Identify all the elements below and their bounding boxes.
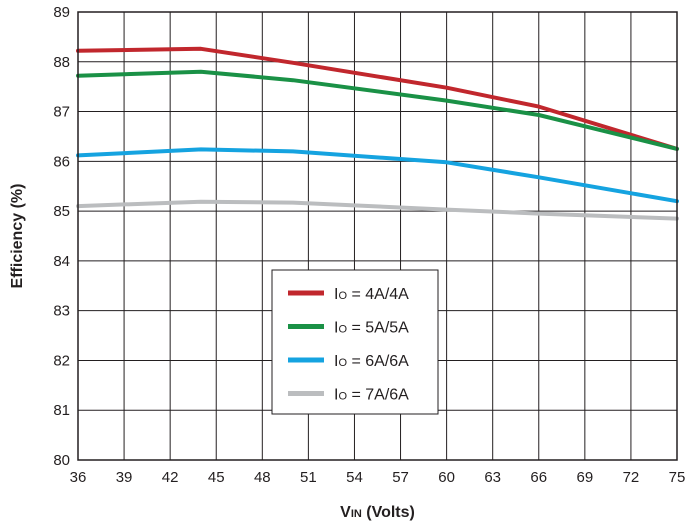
x-axis-title-rest: (Volts) xyxy=(362,504,415,521)
y-tick-label-5: 85 xyxy=(53,203,70,220)
legend-label-sub: O xyxy=(338,324,347,336)
x-tick-label-5: 51 xyxy=(300,469,317,486)
y-tick-label-9: 89 xyxy=(53,4,70,21)
x-tick-label-0: 36 xyxy=(70,469,87,486)
x-tick-labels: 36 39 42 45 48 51 54 57 60 63 66 69 72 75 xyxy=(70,469,686,486)
legend-label-1: IO = 4A/4A xyxy=(334,286,409,303)
x-tick-label-7: 57 xyxy=(392,469,409,486)
legend-label-rest: = 5A/5A xyxy=(347,320,409,337)
x-tick-label-11: 69 xyxy=(577,469,594,486)
y-tick-label-3: 83 xyxy=(53,303,70,320)
legend-label-3: IO = 6A/6A xyxy=(334,353,409,370)
x-tick-label-3: 45 xyxy=(208,469,225,486)
legend-label-sub: O xyxy=(338,357,347,369)
legend-label-main: I xyxy=(334,286,338,303)
y-tick-labels: 80 81 82 83 84 85 86 87 88 89 xyxy=(53,4,70,469)
x-tick-label-12: 72 xyxy=(623,469,640,486)
x-tick-label-6: 54 xyxy=(346,469,363,486)
x-axis-title-main: V xyxy=(340,504,351,521)
x-tick-label-2: 42 xyxy=(162,469,179,486)
legend-label-rest: = 6A/6A xyxy=(347,353,409,370)
legend-label-sub: O xyxy=(338,391,347,403)
series-line-4 xyxy=(76,199,679,221)
x-tick-label-10: 66 xyxy=(530,469,547,486)
y-tick-label-1: 81 xyxy=(53,402,70,419)
legend-label-sub: O xyxy=(338,290,347,302)
y-tick-label-2: 82 xyxy=(53,352,70,369)
series-line-2 xyxy=(76,69,679,151)
x-axis-title-sub: IN xyxy=(351,508,362,520)
legend-label-rest: = 4A/4A xyxy=(347,286,409,303)
plot-frame xyxy=(77,11,678,461)
x-tick-label-1: 39 xyxy=(116,469,133,486)
legend-label-rest: = 7A/6A xyxy=(347,387,409,404)
y-tick-label-4: 84 xyxy=(53,253,70,270)
y-tick-label-0: 80 xyxy=(53,452,70,469)
series-line-1 xyxy=(76,46,679,151)
y-axis-title: Efficiency (%) xyxy=(9,184,26,289)
series-line-3 xyxy=(76,147,679,204)
legend-label-main: I xyxy=(334,353,338,370)
legend-label-4: IO = 7A/6A xyxy=(334,387,409,404)
x-tick-label-4: 48 xyxy=(254,469,271,486)
x-axis-title: VIN (Volts) xyxy=(340,504,415,521)
y-tick-label-7: 87 xyxy=(53,104,70,121)
x-tick-label-13: 75 xyxy=(669,469,686,486)
legend-label-2: IO = 5A/5A xyxy=(334,320,409,337)
legend-label-main: I xyxy=(334,387,338,404)
y-tick-label-6: 86 xyxy=(53,153,70,170)
series-lines xyxy=(76,46,679,221)
x-tick-label-8: 60 xyxy=(438,469,455,486)
x-tick-label-9: 63 xyxy=(484,469,501,486)
legend-label-main: I xyxy=(334,320,338,337)
y-tick-label-8: 88 xyxy=(53,54,70,71)
